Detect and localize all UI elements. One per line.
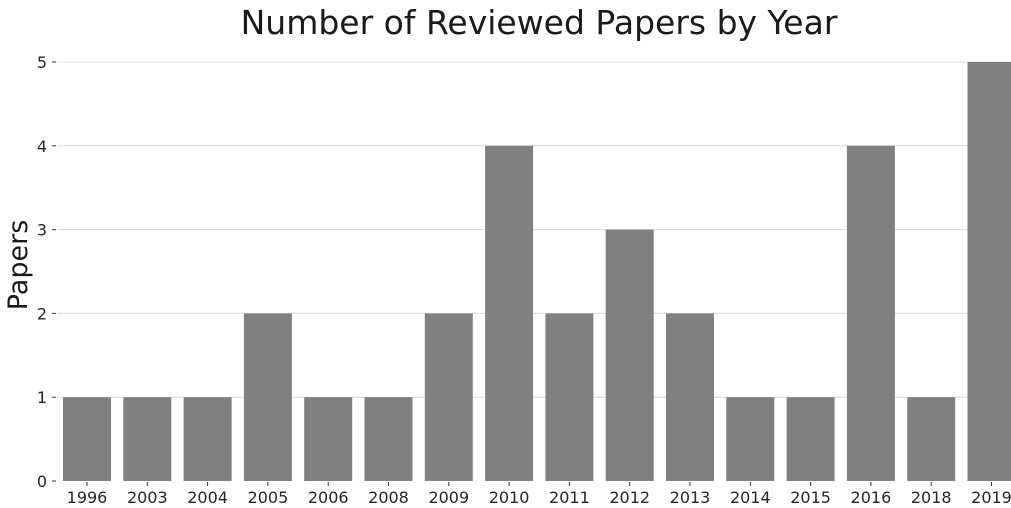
x-tick-label: 2016: [851, 488, 892, 507]
bar-2011: [545, 313, 594, 481]
bar-2008: [364, 397, 413, 481]
x-tick-label: 2004: [187, 488, 228, 507]
bar-2006: [304, 397, 353, 481]
bar-2005: [243, 313, 292, 481]
x-tick-label: 2010: [489, 488, 530, 507]
y-tick-label: 2: [37, 304, 47, 323]
x-tick-label: 1996: [67, 488, 108, 507]
bar-2012: [605, 229, 654, 481]
x-tick-label: 2009: [428, 488, 469, 507]
bar-2003: [123, 397, 172, 481]
y-axis-label: Papers: [3, 220, 34, 311]
x-tick-label: 2014: [730, 488, 771, 507]
x-tick-label: 2015: [790, 488, 831, 507]
y-tick-label: 1: [37, 388, 47, 407]
x-tick-label: 2019: [971, 488, 1011, 507]
bar-2013: [666, 313, 714, 481]
bar-2014: [726, 397, 775, 481]
x-tick-label: 2013: [670, 488, 711, 507]
x-tick-label: 2018: [911, 488, 952, 507]
x-tick-label: 2011: [549, 488, 590, 507]
y-tick-label: 3: [37, 221, 47, 240]
bar-1996: [63, 397, 111, 481]
chart-title: Number of Reviewed Papers by Year: [241, 3, 838, 42]
bar-2016: [846, 145, 895, 482]
y-tick-label: 5: [37, 53, 47, 72]
x-tick-label: 2012: [609, 488, 650, 507]
x-tick-label: 2006: [308, 488, 349, 507]
bar-2015: [786, 397, 835, 481]
y-axis-ticks: 0 1 2 3 4 5: [37, 53, 56, 491]
bar-2004: [183, 397, 232, 481]
x-tick-label: 2005: [248, 488, 289, 507]
x-tick-label: 2008: [368, 488, 409, 507]
bar-2019: [967, 62, 1011, 481]
y-tick-label: 0: [37, 472, 47, 491]
x-tick-label: 2003: [127, 488, 168, 507]
bar-2009: [424, 313, 473, 481]
y-tick-label: 4: [37, 137, 47, 156]
bar-2018: [907, 397, 956, 481]
x-axis-ticks: 1996 2003 2004 2005 2006 2008 2009 2010 2011 2012…: [67, 482, 1011, 507]
bars: [63, 62, 1011, 482]
bar-2010: [485, 145, 534, 482]
